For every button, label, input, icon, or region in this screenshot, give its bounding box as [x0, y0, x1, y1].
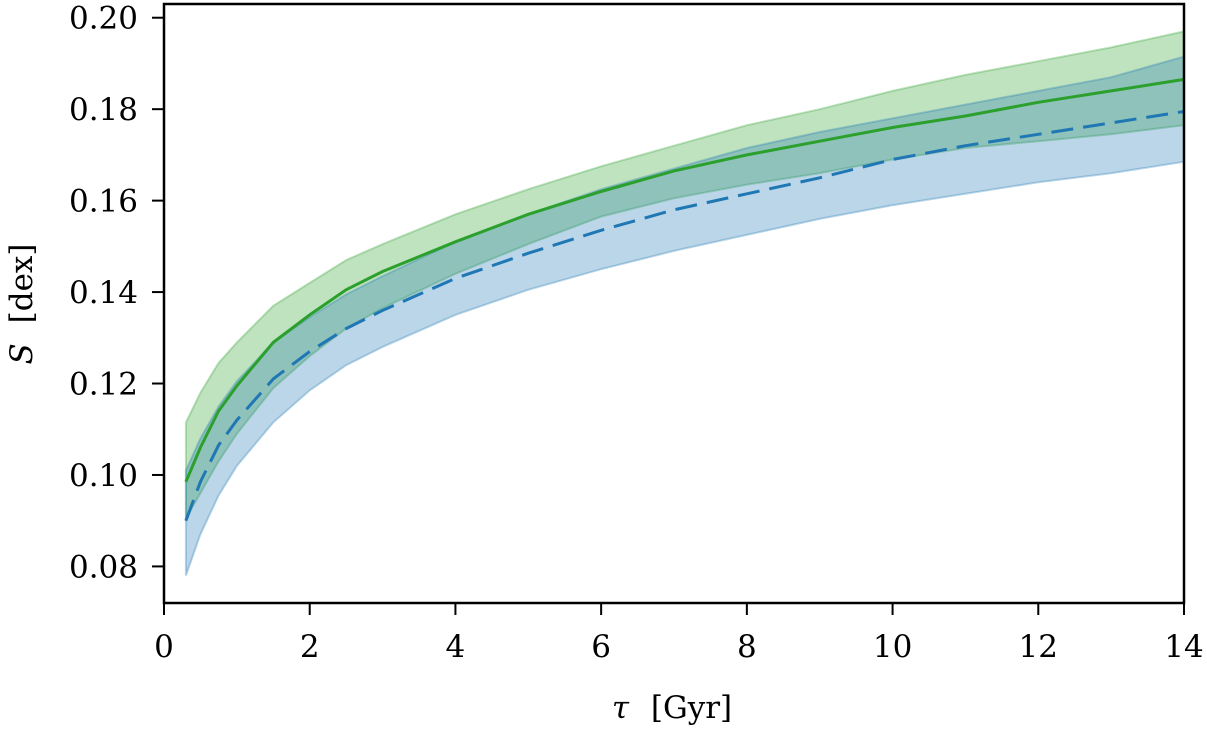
x-tick-label: 8 — [737, 629, 757, 665]
x-axis-unit: [Gyr] — [651, 690, 732, 726]
y-tick-label: 0.12 — [69, 367, 138, 403]
y-axis-unit: [dex] — [4, 244, 40, 324]
y-axis: 0.08 0.10 0.12 0.14 0.16 0.18 0.20 — [69, 1, 164, 585]
x-tick-label: 4 — [446, 629, 466, 665]
plot-frame — [162, 2, 1186, 605]
y-tick-label: 0.08 — [69, 549, 138, 585]
series-2-line — [184, 110, 1185, 522]
y-tick-label: 0.16 — [69, 184, 138, 220]
x-tick-label: 10 — [873, 629, 912, 665]
x-tick-label: 6 — [591, 629, 611, 665]
y-tick-label: 0.18 — [69, 92, 138, 128]
y-axis-symbol: S — [4, 343, 40, 364]
y-tick-label: 0.10 — [69, 458, 138, 494]
x-tick-label: 12 — [1019, 629, 1058, 665]
y-axis-label: S [dex] — [4, 244, 40, 365]
x-tick-label: 0 — [154, 629, 174, 665]
y-tick-label: 0.14 — [69, 275, 138, 311]
series-lines — [184, 77, 1185, 522]
x-axis-symbol: τ — [612, 690, 630, 726]
x-tick-label: 2 — [300, 629, 320, 665]
series-1-line — [184, 77, 1185, 483]
uncertainty-bands — [184, 30, 1185, 576]
y-tick-label: 0.20 — [69, 1, 138, 37]
x-tick-label: 14 — [1164, 629, 1203, 665]
x-axis: 0 2 4 6 8 10 12 14 — [154, 603, 1204, 665]
x-axis-label: τ [Gyr] — [612, 690, 732, 726]
